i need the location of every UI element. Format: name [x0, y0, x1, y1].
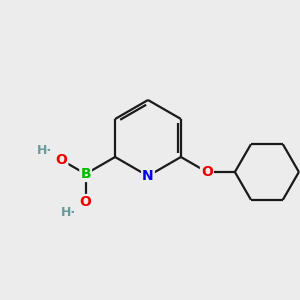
Text: O: O	[201, 165, 213, 179]
Text: H·: H·	[61, 206, 76, 218]
Text: B: B	[80, 167, 91, 181]
Text: O: O	[80, 195, 92, 209]
Text: O: O	[56, 153, 67, 167]
Text: N: N	[142, 169, 154, 183]
Text: H·: H·	[37, 143, 52, 157]
